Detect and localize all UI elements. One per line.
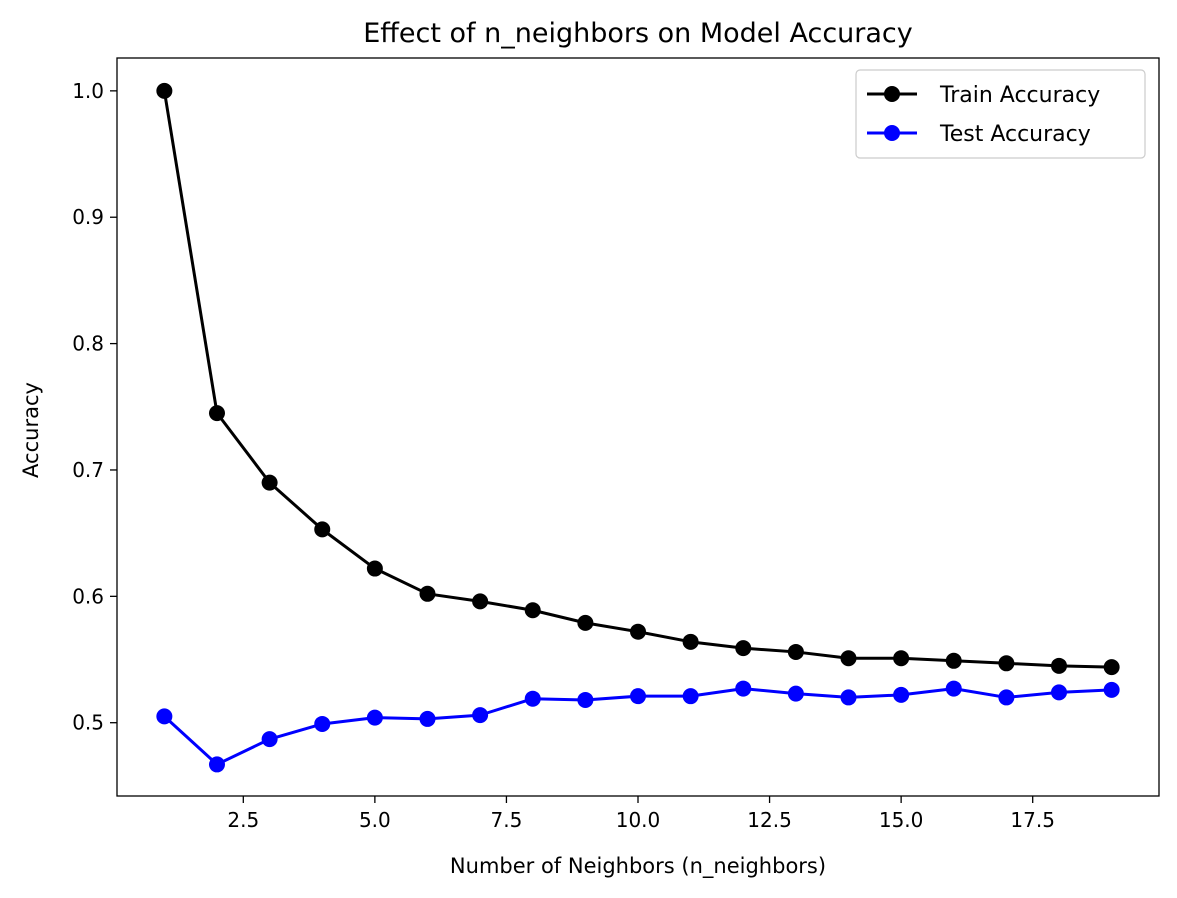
data-point — [840, 650, 857, 667]
data-point — [682, 633, 699, 650]
data-point — [577, 691, 594, 708]
chart-title: Effect of n_neighbors on Model Accuracy — [363, 18, 913, 49]
x-tick-label: 17.5 — [1010, 808, 1055, 832]
data-point — [893, 686, 910, 703]
series-layer — [156, 82, 1120, 773]
x-axis-label: Number of Neighbors (n_neighbors) — [450, 854, 826, 879]
data-point — [735, 680, 752, 697]
data-point — [366, 709, 383, 726]
data-point — [208, 756, 225, 773]
series-line-0 — [162, 90, 1112, 669]
data-point — [1051, 684, 1068, 701]
y-tick-label: 0.8 — [72, 332, 104, 356]
data-point — [787, 685, 804, 702]
legend: Train Accuracy Test Accuracy — [855, 69, 1146, 159]
data-point — [840, 689, 857, 706]
y-tick-label: 0.5 — [72, 711, 104, 735]
data-point — [419, 585, 436, 602]
y-tick-label: 1.0 — [72, 79, 104, 103]
legend-box — [855, 69, 1146, 159]
data-point — [208, 405, 225, 422]
plot-frame — [116, 57, 1160, 797]
legend-label-train: Train Accuracy — [939, 83, 1100, 108]
data-point — [1103, 681, 1120, 698]
data-point — [156, 708, 173, 725]
data-point — [366, 560, 383, 577]
x-tick-label: 10.0 — [616, 808, 661, 832]
data-point — [472, 593, 489, 610]
data-point — [998, 655, 1015, 672]
data-point — [524, 602, 541, 619]
data-point — [261, 474, 278, 491]
data-point — [893, 650, 910, 667]
legend-label-test: Test Accuracy — [939, 122, 1091, 147]
axis-ticks: 2.5 5.0 7.5 10.0 12.5 15.0 17.5 0.5 0.6 0.7 0.8 0.9… — [72, 79, 1055, 832]
data-point — [998, 689, 1015, 706]
data-point — [314, 521, 331, 538]
data-point — [682, 688, 699, 705]
x-tick-label: 12.5 — [747, 808, 792, 832]
data-point — [945, 680, 962, 697]
data-point — [630, 688, 646, 705]
data-point — [1103, 659, 1120, 676]
data-point — [735, 640, 752, 657]
data-point — [472, 707, 489, 724]
data-point — [156, 82, 173, 99]
data-point — [630, 623, 646, 640]
y-axis-label: Accuracy — [19, 382, 43, 478]
data-point — [261, 731, 278, 748]
data-point — [1051, 657, 1068, 674]
data-point — [524, 690, 541, 707]
x-tick-label: 2.5 — [227, 808, 259, 832]
data-point — [577, 614, 594, 631]
y-tick-label: 0.9 — [72, 205, 104, 229]
x-tick-label: 5.0 — [359, 808, 391, 832]
legend-swatch-marker — [884, 125, 900, 141]
y-tick-label: 0.6 — [72, 584, 104, 608]
legend-swatch-marker — [884, 86, 900, 102]
y-tick-label: 0.7 — [72, 458, 104, 482]
data-point — [787, 643, 804, 660]
x-tick-label: 7.5 — [491, 808, 523, 832]
data-point — [419, 710, 436, 727]
data-point — [945, 652, 962, 669]
x-tick-label: 15.0 — [879, 808, 924, 832]
data-point — [314, 715, 331, 732]
